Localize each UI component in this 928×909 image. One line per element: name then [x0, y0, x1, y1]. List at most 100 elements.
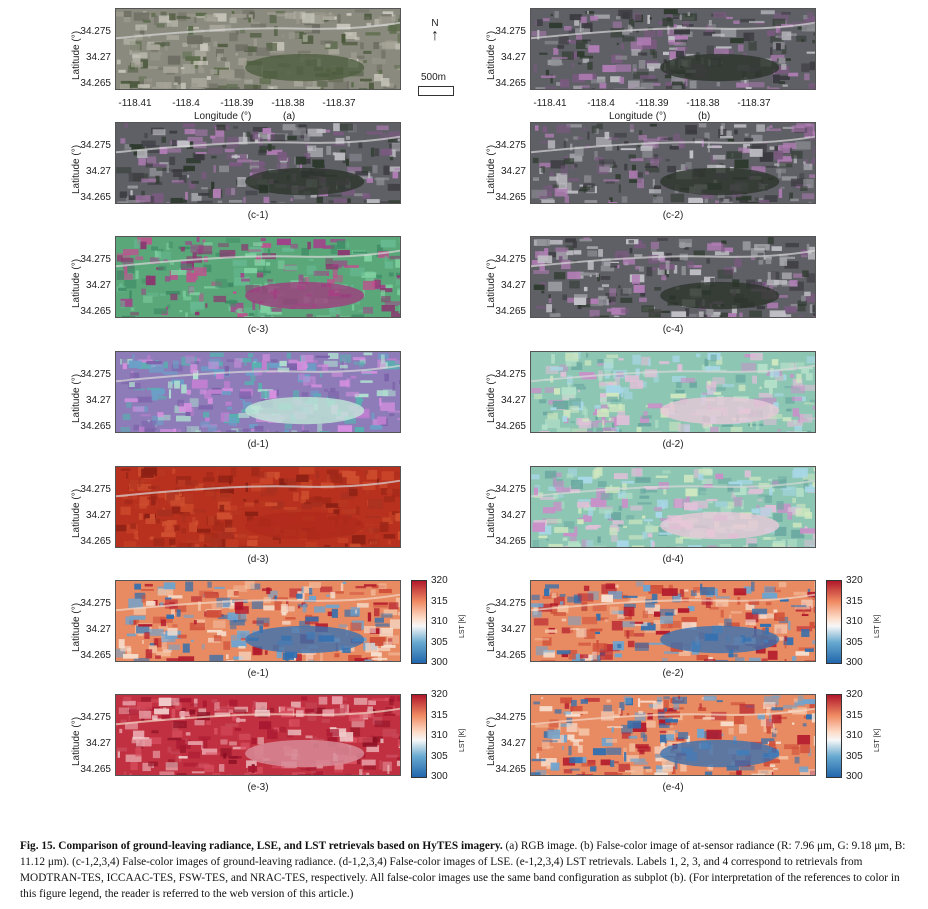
y-tick-label: 34.27: [85, 280, 111, 291]
map-panel: [115, 466, 401, 548]
colorbar-tick-label: 310: [431, 730, 448, 741]
y-tick-label: 34.265: [495, 306, 526, 317]
colorbar-tick-label: 310: [431, 616, 448, 627]
x-tick-label: -118.37: [322, 98, 356, 109]
y-tick-label: 34.27: [500, 510, 526, 521]
map-image: [531, 123, 815, 203]
y-tick-label: 34.275: [495, 484, 526, 495]
y-tick-label: 34.265: [495, 78, 526, 89]
scale-bar-label: 500m: [421, 72, 447, 83]
y-tick-label: 34.27: [85, 52, 111, 63]
map-panel: [115, 8, 401, 90]
y-tick-label: 34.27: [500, 52, 526, 63]
colorbar-tick-label: 320: [846, 689, 863, 700]
map-image: [116, 237, 400, 317]
y-tick-label: 34.27: [500, 395, 526, 406]
x-tick-label: -118.37: [737, 98, 771, 109]
map-panel: [115, 694, 401, 776]
y-tick-label: 34.275: [80, 712, 111, 723]
y-tick-label: 34.265: [495, 650, 526, 661]
colorbar-tick-label: 315: [846, 709, 863, 721]
panel-label: (d-3): [247, 554, 269, 565]
map-panel: [115, 351, 401, 433]
x-axis-label: Longitude (°): [194, 111, 252, 122]
colorbar-tick-label: 300: [431, 771, 448, 782]
panel-label: (b): [698, 111, 711, 122]
map-panel: [530, 8, 816, 90]
y-tick-label: 34.275: [80, 598, 111, 609]
colorbar: [826, 694, 842, 778]
y-tick-label: 34.275: [80, 140, 111, 151]
map-image: [116, 695, 400, 775]
panel-label: (c-4): [662, 324, 684, 335]
y-tick-label: 34.275: [80, 254, 111, 265]
colorbar-tick-label: 315: [431, 595, 448, 607]
caption-body: (a) RGB image. (b) False-color image of …: [20, 840, 906, 900]
y-tick-label: 34.275: [80, 369, 111, 380]
panel-label: (e-3): [247, 782, 269, 793]
map-panel: [530, 466, 816, 548]
y-tick-label: 34.275: [80, 26, 111, 37]
figure-caption: Fig. 15. Comparison of ground-leaving ra…: [20, 838, 910, 902]
colorbar-tick-label: 300: [431, 657, 448, 668]
colorbar-tick-label: 310: [846, 730, 863, 741]
colorbar: [826, 580, 842, 664]
y-tick-label: 34.265: [80, 650, 111, 661]
panel-label: (e-4): [662, 782, 684, 793]
caption-title: Comparison of ground-leaving radiance, L…: [58, 840, 503, 852]
y-tick-label: 34.275: [495, 254, 526, 265]
colorbar-label: LST [K]: [459, 728, 466, 752]
y-tick-label: 34.265: [80, 306, 111, 317]
y-tick-label: 34.27: [85, 166, 111, 177]
x-tick-label: -118.4: [587, 98, 615, 109]
y-tick-label: 34.265: [495, 421, 526, 432]
colorbar-label: LST [K]: [874, 728, 881, 752]
y-tick-label: 34.265: [495, 764, 526, 775]
y-tick-label: 34.275: [495, 140, 526, 151]
map-panel: [530, 351, 816, 433]
x-tick-label: -118.39: [635, 98, 669, 109]
y-tick-label: 34.275: [495, 26, 526, 37]
y-tick-label: 34.265: [495, 536, 526, 547]
colorbar-tick-label: 315: [846, 595, 863, 607]
scale-bar: [418, 86, 454, 96]
y-tick-label: 34.265: [80, 78, 111, 89]
map-panel: [530, 236, 816, 318]
colorbar-tick-label: 305: [846, 750, 863, 762]
north-arrow-icon: ↑: [431, 27, 439, 44]
map-image: [531, 695, 815, 775]
y-tick-label: 34.265: [80, 421, 111, 432]
x-tick-label: -118.38: [686, 98, 720, 109]
y-tick-label: 34.265: [80, 764, 111, 775]
colorbar-label: LST [K]: [459, 614, 466, 638]
panel-label: (d-2): [662, 439, 684, 450]
panel-label: (c-3): [247, 324, 269, 335]
map-panel: [530, 580, 816, 662]
map-panel: [115, 580, 401, 662]
colorbar-tick-label: 300: [846, 771, 863, 782]
map-image: [116, 123, 400, 203]
map-image: [116, 581, 400, 661]
colorbar: [411, 694, 427, 778]
map-image: [531, 237, 815, 317]
y-tick-label: 34.27: [85, 510, 111, 521]
x-tick-label: -118.4: [172, 98, 200, 109]
x-axis-label: Longitude (°): [609, 111, 667, 122]
y-tick-label: 34.275: [80, 484, 111, 495]
map-image: [116, 9, 400, 89]
map-panel: [115, 122, 401, 204]
colorbar-tick-label: 305: [431, 636, 448, 648]
map-image: [531, 9, 815, 89]
y-tick-label: 34.27: [500, 624, 526, 635]
panel-label: (a): [283, 111, 296, 122]
north-arrow: N ↑: [428, 18, 442, 44]
map-image: [116, 352, 400, 432]
y-tick-label: 34.27: [500, 280, 526, 291]
map-image: [531, 467, 815, 547]
map-panel: [530, 122, 816, 204]
colorbar-tick-label: 320: [431, 689, 448, 700]
x-tick-label: -118.41: [533, 98, 567, 109]
x-tick-label: -118.38: [271, 98, 305, 109]
colorbar-label: LST [K]: [874, 614, 881, 638]
panel-label: (e-2): [662, 668, 684, 679]
